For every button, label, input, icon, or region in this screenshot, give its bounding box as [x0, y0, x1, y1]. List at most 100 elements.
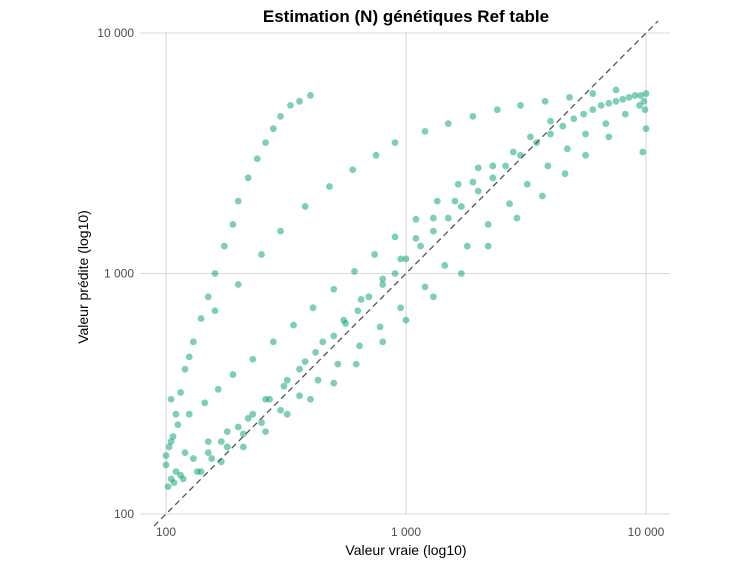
scatter-point	[162, 452, 170, 459]
scatter-point	[631, 92, 639, 99]
scatter-point	[642, 125, 650, 133]
scatter-point	[597, 101, 605, 109]
scatter-point	[258, 419, 265, 426]
x-tick-label: 1 000	[391, 525, 421, 539]
scatter-point	[172, 468, 180, 476]
scatter-point	[451, 197, 459, 205]
scatter-point	[457, 270, 465, 277]
scatter-point	[433, 197, 441, 205]
scatter-point	[527, 133, 534, 141]
scatter-point	[244, 414, 252, 422]
scatter-point	[258, 251, 265, 258]
scatter-point	[211, 270, 219, 277]
identity-reference-line	[153, 20, 659, 527]
scatter-point	[582, 151, 589, 159]
scatter-point	[314, 376, 322, 384]
scatter-point	[641, 106, 649, 114]
scatter-point	[204, 438, 212, 446]
scatter-point	[506, 200, 513, 208]
y-axis-title: Valeur prédite (log10)	[75, 210, 91, 344]
scatter-point	[544, 162, 552, 170]
scatter-point	[474, 164, 482, 172]
scatter-point	[349, 166, 357, 174]
scatter-point	[469, 178, 477, 186]
scatter-point	[454, 180, 462, 188]
scatter-point	[489, 162, 497, 170]
scatter-point	[239, 443, 247, 451]
scatter-point	[561, 170, 569, 178]
y-tick-label: 10 000	[97, 26, 134, 40]
scatter-point	[469, 113, 477, 120]
scatter-point	[223, 443, 231, 451]
scatter-point	[283, 376, 291, 384]
scatter-point	[249, 355, 257, 363]
scatter-point	[280, 382, 288, 390]
scatter-point	[391, 139, 399, 147]
scatter-point	[189, 338, 197, 346]
scatter-point	[602, 120, 610, 128]
scatter-point	[391, 270, 399, 277]
scatter-point	[457, 203, 465, 210]
scatter-point	[580, 110, 588, 118]
scatter-point	[391, 233, 399, 241]
scatter-point	[559, 122, 567, 130]
scatter-point	[181, 449, 189, 457]
scatter-point	[412, 234, 420, 242]
scatter-point	[301, 203, 309, 210]
scatter-point	[185, 353, 193, 361]
data-points	[162, 86, 650, 490]
scatter-point	[636, 101, 643, 109]
scatter-point	[208, 455, 216, 462]
scatter-point	[253, 155, 261, 163]
scatter-point	[429, 214, 437, 222]
scatter-point	[330, 332, 338, 340]
y-axis-tick-labels: 100 1 000 10 000	[97, 26, 134, 521]
scatter-point	[229, 371, 237, 378]
scatter-point	[262, 139, 269, 147]
scatter-point	[621, 110, 629, 118]
scatter-point	[334, 360, 342, 368]
scatter-point	[287, 101, 294, 109]
scatter-point	[185, 410, 193, 418]
scatter-point	[612, 86, 620, 94]
scatter-point	[223, 428, 231, 436]
scatter-point	[234, 423, 242, 431]
scatter-point	[326, 183, 333, 190]
scatter-point	[319, 338, 327, 346]
scatter-point	[589, 106, 597, 114]
scatter-point	[296, 392, 303, 400]
scatter-point	[429, 293, 437, 301]
scatter-point	[570, 115, 578, 123]
scatter-point	[605, 99, 613, 107]
scatter-point	[239, 430, 247, 438]
scatter-point	[640, 97, 648, 105]
scatter-point	[509, 148, 517, 156]
scatter-point	[177, 389, 184, 396]
scatter-point	[211, 307, 219, 315]
scatter-point	[330, 285, 338, 293]
scatter-point	[412, 215, 420, 223]
scatter-point	[582, 130, 589, 138]
scatter-point	[179, 475, 187, 483]
scatter-point	[301, 358, 309, 366]
scatter-point	[463, 242, 471, 250]
scatter-point	[262, 395, 269, 403]
scatter-point	[513, 214, 521, 222]
scatter-point	[193, 468, 201, 476]
scatter-point	[352, 360, 360, 368]
scatter-point	[162, 461, 170, 469]
scatter-point	[249, 410, 257, 418]
scatter-point	[589, 90, 597, 97]
scatter-point	[220, 242, 228, 250]
scatter-point	[547, 117, 554, 125]
scatter-point	[563, 145, 571, 153]
scatter-point	[234, 281, 242, 288]
scatter-point	[172, 410, 180, 418]
scatter-point	[489, 174, 497, 182]
scatter-point	[379, 338, 387, 346]
scatter-point	[376, 323, 384, 331]
scatter-point	[566, 93, 573, 101]
scatter-point	[417, 242, 424, 250]
scatter-point	[502, 162, 509, 170]
